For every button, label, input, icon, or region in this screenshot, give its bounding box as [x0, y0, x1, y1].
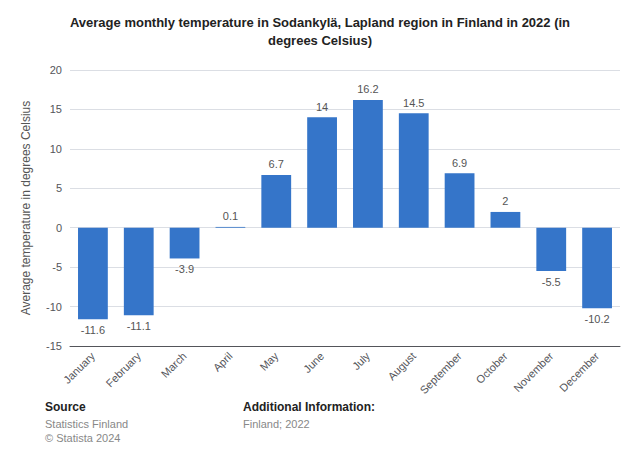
- svg-text:14: 14: [316, 101, 328, 113]
- svg-text:Statistics Finland: Statistics Finland: [45, 418, 128, 430]
- svg-text:-5: -5: [52, 261, 62, 273]
- svg-text:15: 15: [50, 103, 62, 115]
- svg-text:Average temperature in degrees: Average temperature in degrees Celsius: [19, 101, 33, 316]
- svg-text:Additional Information:: Additional Information:: [243, 400, 375, 414]
- svg-text:0.1: 0.1: [223, 210, 238, 222]
- svg-text:© Statista 2024: © Statista 2024: [45, 432, 120, 444]
- svg-text:January: January: [61, 349, 97, 385]
- svg-text:6.9: 6.9: [452, 157, 467, 169]
- svg-text:December: December: [557, 350, 602, 395]
- svg-text:-11.6: -11.6: [81, 324, 105, 336]
- svg-text:March: March: [159, 350, 189, 380]
- svg-text:September: September: [417, 350, 464, 397]
- svg-text:16.2: 16.2: [357, 83, 378, 95]
- svg-text:0: 0: [56, 222, 62, 234]
- svg-text:October: October: [474, 350, 510, 386]
- svg-text:2: 2: [502, 195, 508, 207]
- svg-text:-5.5: -5.5: [542, 276, 561, 288]
- svg-text:degrees Celsius): degrees Celsius): [268, 33, 372, 48]
- svg-text:June: June: [301, 350, 326, 375]
- svg-text:-15: -15: [46, 340, 62, 352]
- svg-text:July: July: [350, 349, 373, 372]
- svg-text:-10.2: -10.2: [585, 313, 610, 325]
- svg-text:5: 5: [56, 182, 62, 194]
- svg-text:Source: Source: [45, 400, 86, 414]
- svg-text:-10: -10: [46, 301, 62, 313]
- svg-text:6.7: 6.7: [269, 158, 284, 170]
- svg-text:April: April: [211, 350, 235, 374]
- svg-text:August: August: [385, 350, 418, 383]
- svg-text:20: 20: [50, 64, 62, 76]
- svg-text:Average monthly temperature in: Average monthly temperature in Sodankylä…: [70, 15, 570, 30]
- svg-text:February: February: [103, 349, 143, 389]
- svg-text:-11.1: -11.1: [127, 320, 151, 332]
- svg-text:14.5: 14.5: [403, 97, 424, 109]
- svg-text:November: November: [511, 350, 556, 395]
- svg-text:10: 10: [50, 143, 62, 155]
- svg-text:May: May: [257, 349, 281, 373]
- svg-text:Finland; 2022: Finland; 2022: [243, 418, 310, 430]
- svg-text:-3.9: -3.9: [175, 263, 194, 275]
